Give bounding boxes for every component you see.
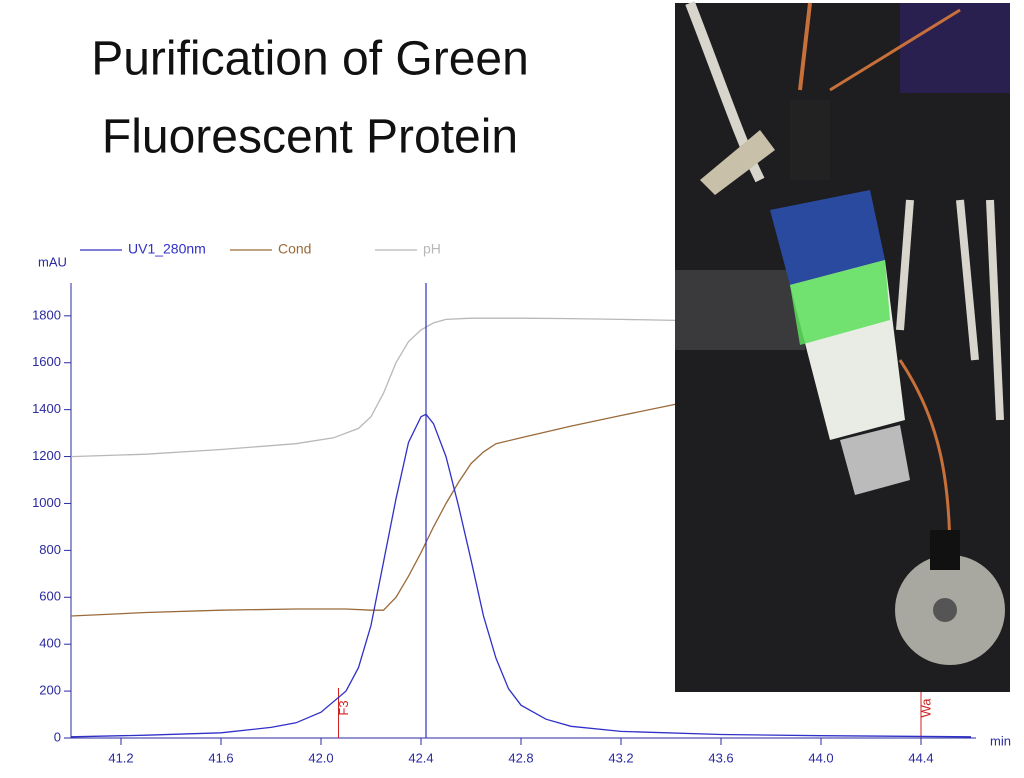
y-axis-label: mAU: [38, 254, 67, 269]
column-gfp: [790, 260, 890, 345]
series-line: [70, 401, 684, 617]
x-tick-label: 43.6: [708, 750, 733, 765]
fitting: [790, 100, 830, 180]
photo: [675, 1, 1010, 692]
x-tick-label: 42.8: [508, 750, 533, 765]
x-tick-label: 41.6: [208, 750, 233, 765]
legend-label: pH: [423, 241, 441, 257]
photo-glow: [900, 3, 1010, 93]
y-tick-label: 0: [54, 729, 61, 744]
plot: 0 200 400 600 800 1000 1200 1400 1600 1800 41.2 41.…: [32, 241, 976, 765]
valve-port: [933, 598, 957, 622]
x-tick-label: 44.4: [908, 750, 933, 765]
tube: [896, 199, 1004, 421]
fitting: [700, 130, 775, 195]
y-tick-label: 1000: [32, 495, 61, 510]
series-line: [70, 317, 684, 458]
y-tick-label: 400: [39, 636, 61, 651]
photo-panel: [675, 270, 805, 350]
fitting: [930, 530, 960, 570]
y-tick-label: 1400: [32, 401, 61, 416]
y-tick-label: 600: [39, 589, 61, 604]
tube: [798, 2, 812, 91]
tube: [829, 8, 961, 92]
y-tick-label: 1800: [32, 307, 61, 322]
fraction-label: F3: [336, 700, 351, 715]
y-tick-label: 200: [39, 683, 61, 698]
x-tick-label: 43.2: [608, 750, 633, 765]
x-tick-label: 44.0: [808, 750, 833, 765]
column-cap: [770, 190, 885, 285]
x-axis-label: min: [990, 733, 1011, 748]
title-line: Purification of Green: [91, 33, 529, 86]
fraction-label: Wa: [918, 698, 933, 718]
x-tick-label: 41.2: [108, 750, 133, 765]
x-tick-label: 42.4: [408, 750, 433, 765]
y-tick-label: 1600: [32, 354, 61, 369]
y-tick-label: 800: [39, 542, 61, 557]
y-tick-label: 1200: [32, 448, 61, 463]
x-tick-label: 42.0: [308, 750, 333, 765]
title-line: Fluorescent Protein: [102, 111, 518, 164]
series-line: [70, 413, 972, 738]
column-end: [840, 425, 910, 495]
legend-label: UV1_280nm: [128, 241, 206, 257]
legend-label: Cond: [278, 241, 311, 257]
